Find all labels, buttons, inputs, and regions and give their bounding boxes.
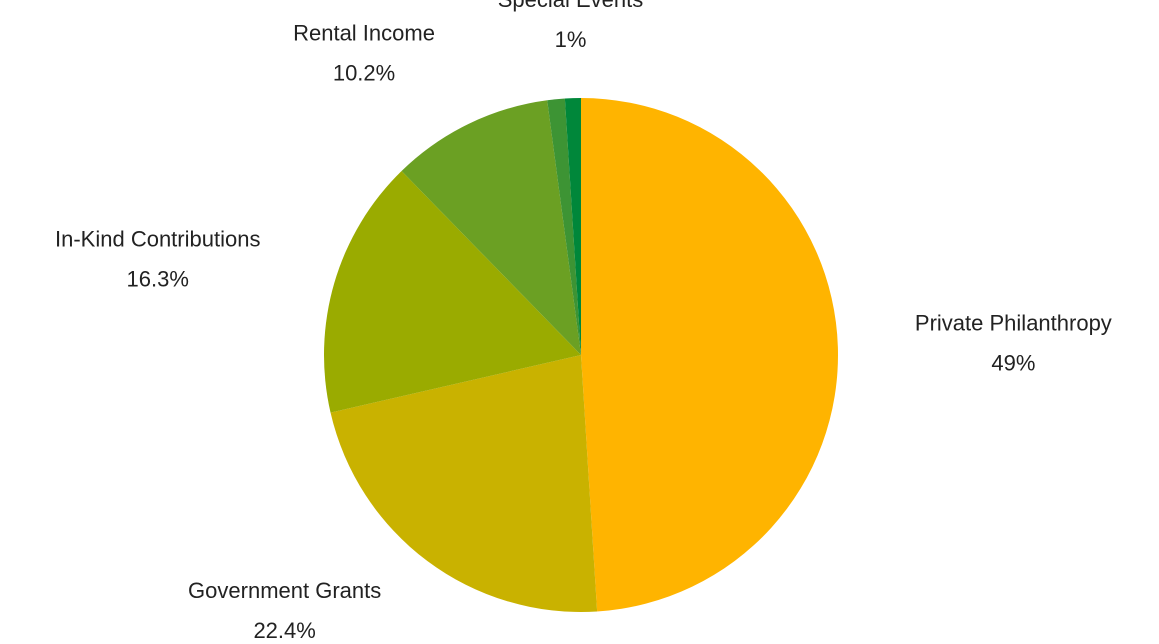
- slice-label: Rental Income: [293, 20, 435, 45]
- pie-slice: [581, 98, 838, 612]
- pie-slice: [324, 171, 581, 413]
- slice-value-label: 22.4%: [253, 618, 315, 643]
- slice-value-label: 10.2%: [333, 60, 395, 85]
- pie-slice: [564, 98, 581, 355]
- pie-slice: [401, 100, 581, 355]
- slice-label: In-Kind Contributions: [55, 227, 260, 252]
- slice-label: Government Grants: [188, 578, 381, 603]
- slice-value-label: 16.3%: [127, 267, 189, 292]
- slice-value-label: 49%: [991, 350, 1035, 375]
- pie-slice: [547, 98, 581, 355]
- slice-value-label: 1%: [555, 27, 587, 52]
- slice-label: Private Philanthropy: [915, 310, 1112, 335]
- pie-slice: [330, 355, 598, 612]
- slice-label: Special Events: [498, 0, 644, 12]
